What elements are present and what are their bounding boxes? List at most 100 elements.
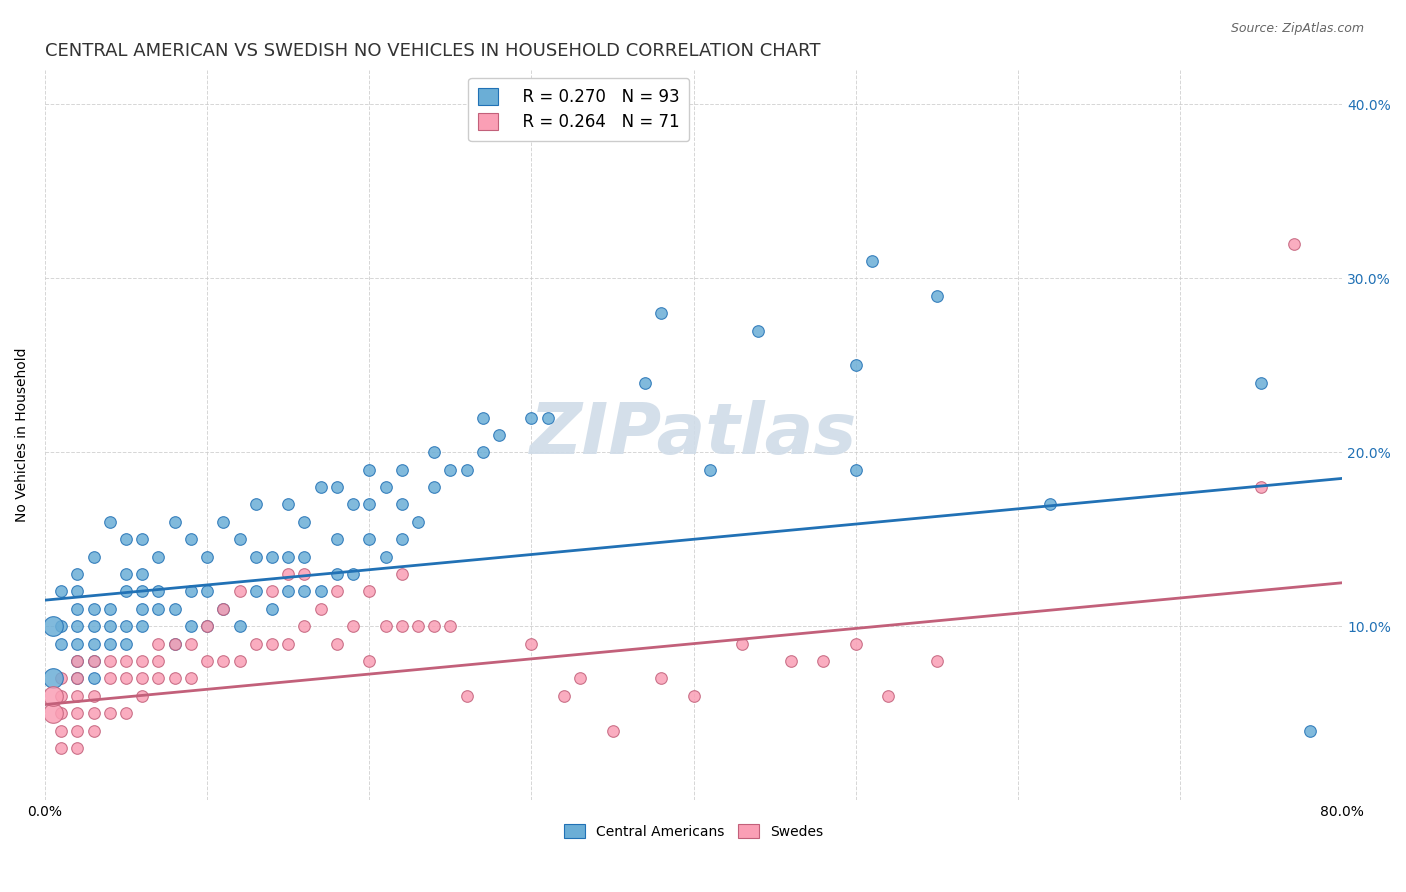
Point — [131, 567, 153, 582]
Point — [115, 654, 138, 668]
Point — [374, 480, 396, 494]
Point — [98, 602, 121, 616]
Point — [42, 689, 65, 703]
Point — [66, 672, 89, 686]
Point — [148, 584, 170, 599]
Point — [634, 376, 657, 390]
Point — [66, 741, 89, 756]
Point — [520, 410, 543, 425]
Point — [51, 619, 73, 633]
Point — [326, 480, 349, 494]
Point — [877, 689, 900, 703]
Point — [66, 619, 89, 633]
Point — [163, 672, 186, 686]
Point — [488, 428, 510, 442]
Point — [406, 515, 429, 529]
Point — [115, 619, 138, 633]
Point — [294, 515, 316, 529]
Point — [131, 584, 153, 599]
Point — [374, 619, 396, 633]
Point — [51, 689, 73, 703]
Point — [148, 637, 170, 651]
Point — [195, 619, 218, 633]
Point — [245, 498, 267, 512]
Text: CENTRAL AMERICAN VS SWEDISH NO VEHICLES IN HOUSEHOLD CORRELATION CHART: CENTRAL AMERICAN VS SWEDISH NO VEHICLES … — [45, 42, 821, 60]
Point — [131, 602, 153, 616]
Point — [212, 515, 235, 529]
Point — [66, 723, 89, 738]
Point — [359, 654, 381, 668]
Point — [391, 533, 413, 547]
Point — [51, 584, 73, 599]
Point — [83, 672, 105, 686]
Point — [83, 654, 105, 668]
Point — [860, 254, 883, 268]
Point — [66, 689, 89, 703]
Y-axis label: No Vehicles in Household: No Vehicles in Household — [15, 348, 30, 522]
Point — [98, 654, 121, 668]
Point — [260, 637, 283, 651]
Point — [845, 359, 868, 373]
Point — [148, 549, 170, 564]
Point — [180, 533, 202, 547]
Point — [228, 584, 250, 599]
Point — [66, 706, 89, 721]
Point — [925, 289, 948, 303]
Point — [148, 602, 170, 616]
Point — [471, 410, 494, 425]
Point — [51, 706, 73, 721]
Point — [326, 533, 349, 547]
Point — [260, 602, 283, 616]
Point — [294, 584, 316, 599]
Point — [277, 498, 299, 512]
Point — [42, 619, 65, 633]
Point — [439, 619, 461, 633]
Point — [747, 324, 769, 338]
Point — [342, 498, 364, 512]
Point — [260, 584, 283, 599]
Point — [309, 480, 332, 494]
Point — [731, 637, 754, 651]
Point — [1299, 723, 1322, 738]
Point — [42, 672, 65, 686]
Point — [342, 619, 364, 633]
Point — [66, 602, 89, 616]
Point — [180, 584, 202, 599]
Point — [294, 567, 316, 582]
Point — [391, 463, 413, 477]
Point — [83, 654, 105, 668]
Point — [228, 533, 250, 547]
Point — [277, 637, 299, 651]
Point — [195, 549, 218, 564]
Point — [780, 654, 803, 668]
Point — [294, 619, 316, 633]
Point — [148, 672, 170, 686]
Point — [163, 602, 186, 616]
Point — [1250, 480, 1272, 494]
Point — [471, 445, 494, 459]
Point — [439, 463, 461, 477]
Point — [83, 637, 105, 651]
Point — [682, 689, 704, 703]
Point — [180, 619, 202, 633]
Point — [359, 498, 381, 512]
Point — [553, 689, 575, 703]
Point — [699, 463, 721, 477]
Point — [359, 463, 381, 477]
Point — [277, 567, 299, 582]
Point — [66, 567, 89, 582]
Point — [66, 654, 89, 668]
Point — [66, 637, 89, 651]
Point — [1039, 498, 1062, 512]
Point — [845, 463, 868, 477]
Point — [391, 567, 413, 582]
Point — [98, 515, 121, 529]
Point — [83, 689, 105, 703]
Point — [294, 549, 316, 564]
Point — [602, 723, 624, 738]
Point — [131, 654, 153, 668]
Point — [51, 741, 73, 756]
Point — [51, 637, 73, 651]
Point — [813, 654, 835, 668]
Point — [131, 689, 153, 703]
